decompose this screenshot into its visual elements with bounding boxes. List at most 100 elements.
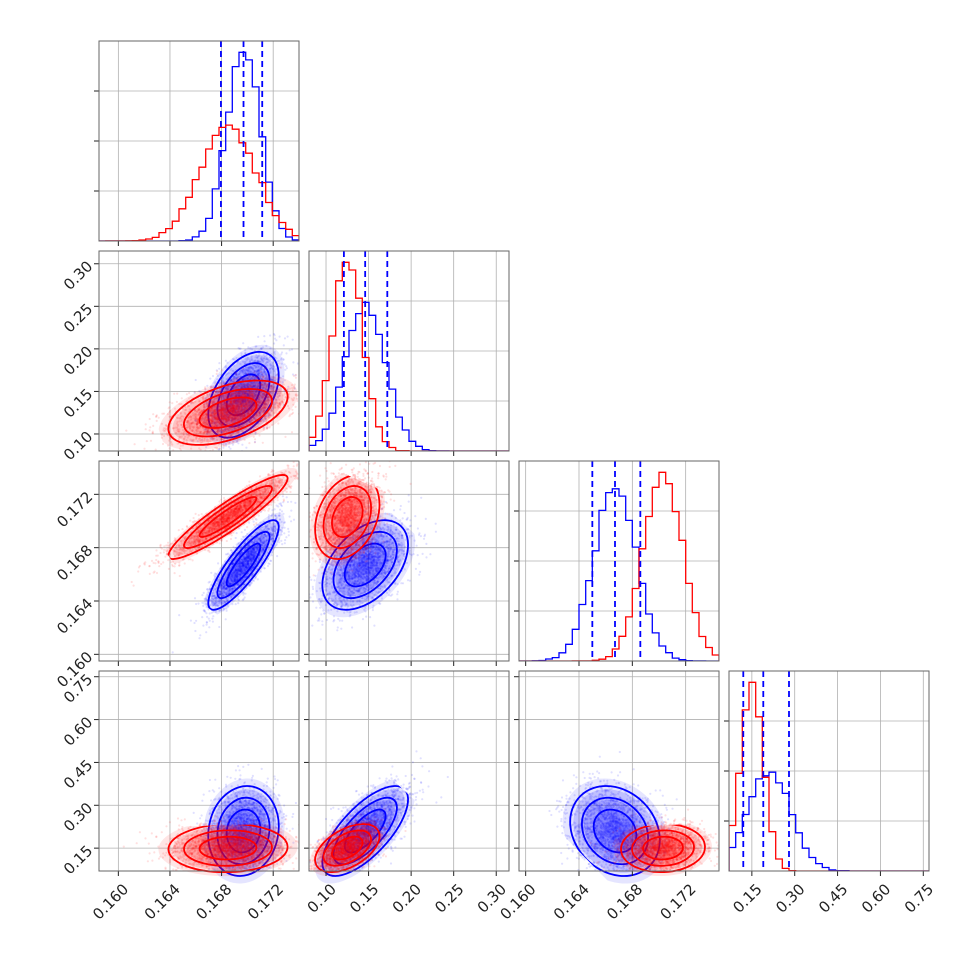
sample-point xyxy=(296,399,299,403)
sample-point xyxy=(236,410,239,413)
sample-point xyxy=(253,360,256,363)
sample-point xyxy=(264,384,267,387)
sample-point xyxy=(227,404,230,407)
sample-point xyxy=(233,428,236,431)
sample-point xyxy=(222,381,225,384)
sample-point xyxy=(219,423,222,426)
sample-point xyxy=(237,410,240,413)
sample-point xyxy=(272,365,276,368)
sample-point xyxy=(237,398,240,401)
sample-point xyxy=(230,393,234,397)
sample-point xyxy=(234,377,237,380)
sample-point xyxy=(228,403,231,406)
sample-point xyxy=(262,371,266,374)
sample-point xyxy=(249,368,252,371)
sample-point xyxy=(190,439,193,442)
sample-point xyxy=(262,357,265,360)
sample-point xyxy=(259,360,262,363)
sample-point xyxy=(227,404,230,407)
sample-point xyxy=(256,578,259,581)
sample-point xyxy=(243,378,247,381)
sample-point xyxy=(241,369,244,372)
sample-point xyxy=(243,377,246,380)
sample-point xyxy=(311,385,313,387)
sample-point xyxy=(262,409,266,413)
sample-point xyxy=(264,362,267,365)
sample-point xyxy=(226,428,229,431)
sample-point xyxy=(168,447,171,450)
sample-point xyxy=(252,385,255,388)
sample-point xyxy=(256,373,259,376)
sample-point xyxy=(252,416,255,419)
sample-point xyxy=(271,378,274,381)
sample-point xyxy=(243,401,247,404)
sample-point xyxy=(263,335,266,338)
sample-point xyxy=(243,400,247,403)
sample-point xyxy=(254,383,257,386)
sample-point xyxy=(232,392,235,395)
sample-point xyxy=(243,391,246,395)
sample-point xyxy=(239,410,243,413)
sample-point xyxy=(274,403,277,406)
sample-point xyxy=(243,401,246,404)
sample-point xyxy=(240,399,243,402)
sample-point xyxy=(250,376,253,380)
sample-point xyxy=(218,422,221,425)
sample-point xyxy=(257,403,260,406)
sample-point xyxy=(262,359,265,362)
sample-point xyxy=(258,434,261,437)
sample-point xyxy=(246,369,249,372)
sample-point xyxy=(241,399,244,402)
sample-point xyxy=(241,378,244,381)
sample-point xyxy=(237,418,240,421)
sample-point xyxy=(231,403,234,407)
sample-point xyxy=(257,359,260,362)
sample-point xyxy=(233,376,236,379)
sample-point xyxy=(243,368,246,371)
sample-point xyxy=(270,385,273,388)
sample-point xyxy=(234,417,237,420)
sample-point xyxy=(233,427,236,430)
sample-point xyxy=(231,416,234,420)
sample-point xyxy=(230,410,233,413)
sample-point xyxy=(237,404,240,407)
sample-point xyxy=(247,370,250,373)
sample-point xyxy=(253,364,256,367)
sample-point xyxy=(255,370,258,373)
sample-point xyxy=(238,437,241,440)
sample-point xyxy=(253,377,256,380)
sample-point xyxy=(198,453,200,455)
sample-point xyxy=(241,415,244,418)
sample-point xyxy=(257,364,260,367)
sample-point xyxy=(237,602,240,605)
sample-point xyxy=(244,391,247,394)
sample-point xyxy=(216,429,220,432)
sample-point xyxy=(266,396,269,399)
sample-point xyxy=(210,411,213,414)
sample-point xyxy=(253,381,256,384)
sample-point xyxy=(240,382,243,385)
sample-point xyxy=(234,408,237,411)
sample-point xyxy=(232,377,235,380)
sample-point xyxy=(248,358,251,361)
sample-point xyxy=(235,385,238,388)
sample-point xyxy=(263,382,266,385)
sample-point xyxy=(225,417,228,420)
sample-point xyxy=(211,374,215,378)
sample-point xyxy=(221,398,224,401)
sample-point xyxy=(229,403,232,406)
sample-point xyxy=(241,385,244,388)
sample-point xyxy=(257,370,260,373)
sample-point xyxy=(190,402,193,405)
sample-point xyxy=(245,423,248,426)
sample-point xyxy=(270,392,273,395)
sample-point xyxy=(243,384,246,387)
sample-point xyxy=(219,429,222,432)
sample-point xyxy=(240,378,243,382)
sample-point xyxy=(248,391,251,394)
sample-point xyxy=(236,402,239,405)
sample-point xyxy=(215,421,218,424)
sample-point xyxy=(243,391,246,394)
sample-point xyxy=(230,394,233,397)
sample-point xyxy=(237,384,240,387)
